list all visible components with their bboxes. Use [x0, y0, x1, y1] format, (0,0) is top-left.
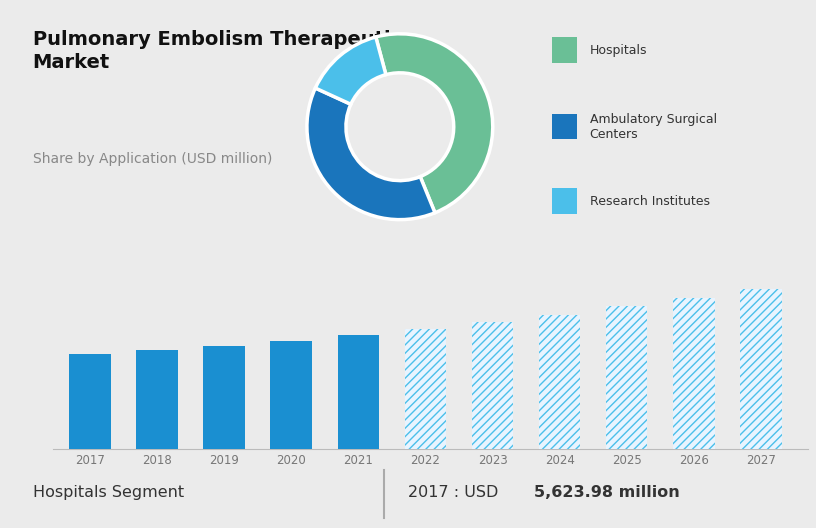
- Wedge shape: [315, 37, 386, 105]
- Bar: [552, 37, 577, 63]
- Text: Ambulatory Surgical
Centers: Ambulatory Surgical Centers: [590, 112, 716, 141]
- Text: Hospitals: Hospitals: [590, 43, 647, 56]
- Bar: [270, 341, 312, 449]
- Bar: [203, 345, 245, 449]
- Bar: [405, 329, 446, 449]
- Bar: [338, 335, 379, 449]
- Bar: [606, 306, 647, 449]
- Bar: [69, 354, 111, 449]
- Bar: [472, 322, 513, 449]
- Text: 5,623.98 million: 5,623.98 million: [534, 485, 681, 500]
- Bar: [673, 298, 715, 449]
- Text: Research Institutes: Research Institutes: [590, 194, 710, 208]
- Bar: [539, 315, 580, 449]
- Text: Share by Application (USD million): Share by Application (USD million): [33, 152, 272, 166]
- Wedge shape: [376, 34, 493, 213]
- Text: Hospitals Segment: Hospitals Segment: [33, 485, 184, 500]
- Text: Pulmonary Embolism Therapeutics
Market: Pulmonary Embolism Therapeutics Market: [33, 31, 414, 72]
- Bar: [552, 114, 577, 139]
- Bar: [740, 289, 782, 449]
- Bar: [552, 188, 577, 214]
- Bar: [136, 350, 178, 449]
- Wedge shape: [307, 88, 435, 220]
- Text: 2017 : USD: 2017 : USD: [408, 485, 503, 500]
